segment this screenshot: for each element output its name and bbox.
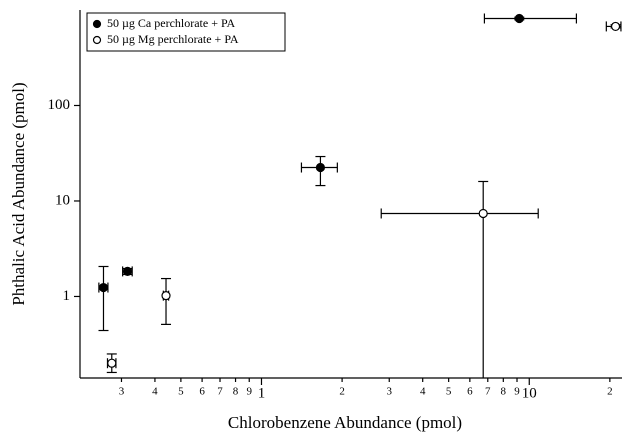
- legend-label: 50 µg Mg perchlorate + PA: [107, 32, 239, 46]
- x-tick-label: 10: [522, 385, 537, 401]
- x-tick-label: 6: [199, 386, 205, 398]
- x-tick-label: 8: [501, 386, 507, 398]
- x-tick-label: 5: [178, 386, 184, 398]
- x-tick-label: 2: [607, 386, 613, 398]
- y-tick-label: 100: [48, 97, 71, 113]
- legend-box: [86, 12, 286, 52]
- point: [122, 266, 133, 277]
- x-tick-label: 4: [420, 386, 426, 398]
- x-tick-label: 8: [233, 386, 239, 398]
- y-tick-label: 1: [63, 288, 71, 304]
- point: [161, 291, 171, 301]
- x-tick-label: 7: [217, 386, 223, 398]
- x-axis-label: Chlorobenzene Abundance (pmol): [228, 413, 462, 432]
- x-tick-label: 4: [152, 386, 158, 398]
- y-tick-label: 10: [55, 192, 70, 208]
- x-tick-label: 7: [485, 386, 491, 398]
- legend-label: 50 µg Ca perchlorate + PA: [107, 16, 236, 30]
- x-tick-label: 9: [246, 386, 252, 398]
- x-tick-label: 6: [467, 386, 473, 398]
- x-tick-label: 9: [514, 386, 520, 398]
- legend-marker: [92, 19, 102, 29]
- x-tick-label: 1: [258, 385, 266, 401]
- point: [107, 358, 117, 368]
- point: [514, 13, 524, 24]
- y-axis-label: Phthalic Acid Abundance (pmol): [9, 82, 28, 305]
- legend-marker: [92, 35, 102, 45]
- point: [98, 282, 109, 293]
- x-tick-label: 3: [386, 386, 392, 398]
- point: [315, 162, 326, 173]
- x-tick-label: 2: [339, 386, 345, 398]
- point: [478, 208, 488, 219]
- point: [610, 21, 621, 32]
- x-tick-label: 5: [446, 386, 452, 398]
- x-tick-label: 3: [119, 386, 125, 398]
